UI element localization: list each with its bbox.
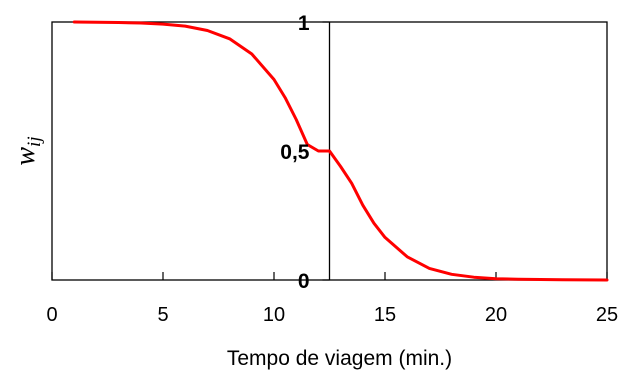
x-tick-label: 0: [46, 304, 57, 326]
x-tick-labels: 0 5 10 15 20 25: [46, 304, 618, 326]
x-tick-label: 10: [263, 304, 285, 326]
x-tick-label: 15: [374, 304, 396, 326]
x-tick-label: 25: [596, 304, 618, 326]
y-axis-label: wij: [10, 136, 45, 165]
y-tick-label: 1: [298, 12, 310, 35]
x-axis-label: Tempo de viagem (min.): [227, 347, 452, 370]
y-axis-label-main: w: [10, 147, 41, 166]
x-tick-label: 5: [157, 304, 168, 326]
series-layer: [72, 20, 609, 282]
y-tick-label: 0,5: [280, 141, 310, 164]
series-line: [72, 20, 609, 282]
x-tick-label: 20: [485, 304, 507, 326]
y-tick-labels: 00,51: [280, 12, 310, 293]
y-tick-label: 0: [298, 270, 310, 293]
y-axis-label-subscript: ij: [24, 136, 45, 147]
